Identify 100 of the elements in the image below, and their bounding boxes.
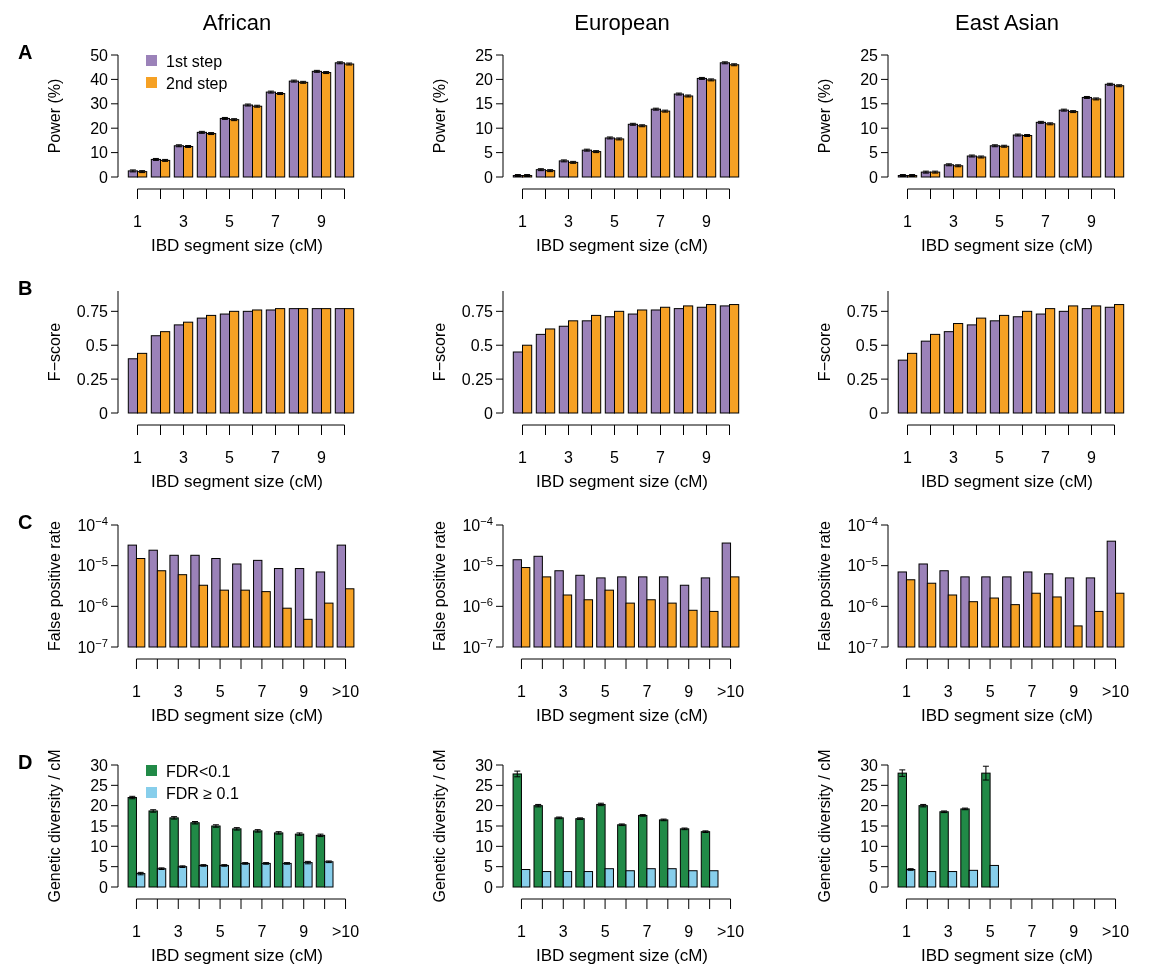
x-tick-label: 5 (985, 923, 995, 940)
x-tick-label: 5 (600, 683, 610, 700)
x-tick-label: 1 (133, 213, 143, 230)
x-tick-label: >10 (331, 683, 360, 700)
x-tick-label: 9 (1087, 213, 1097, 230)
x-tick-label: 5 (995, 449, 1005, 466)
x-tick-label: 1 (132, 923, 141, 940)
x-tick-label: 5 (225, 449, 235, 466)
y-axis-title: Power (%) (816, 78, 833, 154)
x-tick-label: 5 (225, 213, 235, 230)
x-tick-label: 9 (317, 449, 327, 466)
x-tick-label: 9 (299, 923, 309, 940)
y-tick-label: 20 (475, 797, 494, 815)
y-tick-label: 0.25 (846, 370, 879, 388)
y-tick-label: 20 (475, 71, 494, 88)
y-tick-label: 10 (860, 119, 879, 137)
y-tick-label: 0.75 (76, 302, 109, 320)
x-axis-title: IBD segment size (cM) (151, 236, 323, 255)
x-tick-label: 7 (1041, 449, 1051, 466)
y-axis-title: F−score (816, 322, 833, 382)
x-axis-title: IBD segment size (cM) (536, 946, 708, 965)
y-tick-label: 10 (860, 837, 879, 855)
y-tick-label: 30 (90, 95, 109, 113)
x-tick-label: 5 (995, 213, 1005, 230)
y-tick-label: 30 (475, 756, 494, 774)
legend-label: FDR ≥ 0.1 (166, 784, 239, 802)
y-tick-label: 5 (484, 144, 494, 162)
y-tick-label: 10$^{−5}$ (77, 555, 108, 575)
x-tick-label: 1 (518, 449, 528, 466)
x-tick-label: 1 (517, 683, 526, 700)
x-axis-title: IBD segment size (cM) (151, 946, 323, 965)
y-tick-label: 15 (475, 95, 494, 113)
y-tick-label: 0.5 (855, 336, 879, 354)
y-tick-label: 10$^{−6}$ (462, 595, 493, 615)
y-tick-label: 0.25 (461, 370, 494, 388)
y-tick-label: 0.5 (470, 336, 494, 354)
chart-title: European (574, 10, 670, 35)
y-tick-label: 0 (869, 878, 879, 896)
y-axis-title: F−score (431, 322, 448, 382)
y-tick-label: 10 (90, 837, 109, 855)
chart-title: African (202, 10, 272, 35)
y-tick-label: 10$^{−4}$ (77, 514, 108, 534)
x-tick-label: 5 (985, 683, 995, 700)
y-axis-title: False positive rate (816, 520, 833, 651)
x-tick-label: 9 (1087, 449, 1097, 466)
text: B (18, 277, 33, 299)
y-axis-title: Power (%) (431, 78, 448, 154)
x-tick-label: >10 (716, 683, 745, 700)
x-tick-label: 9 (1069, 923, 1079, 940)
y-tick-label: 10$^{−6}$ (77, 595, 108, 615)
x-axis-title: IBD segment size (cM) (921, 946, 1093, 965)
y-tick-label: 0 (869, 404, 879, 422)
y-tick-label: 10$^{−5}$ (847, 555, 878, 575)
y-tick-label: 25 (90, 776, 109, 794)
x-tick-label: 3 (943, 683, 953, 700)
x-tick-label: >10 (716, 923, 745, 940)
x-tick-label: 7 (271, 449, 281, 466)
x-tick-label: 7 (1027, 683, 1037, 700)
x-axis-title: IBD segment size (cM) (151, 472, 323, 491)
legend-label: FDR<0.1 (166, 762, 231, 780)
x-tick-label: 1 (902, 683, 911, 700)
x-tick-label: 9 (684, 923, 694, 940)
x-tick-label: 3 (173, 683, 183, 700)
x-tick-label: >10 (1101, 923, 1130, 940)
x-tick-label: 7 (257, 683, 267, 700)
x-axis-title: IBD segment size (cM) (921, 706, 1093, 725)
y-tick-label: 0 (484, 404, 494, 422)
x-tick-label: 7 (1027, 923, 1037, 940)
x-tick-label: 3 (564, 449, 574, 466)
y-tick-label: 0.75 (846, 302, 879, 320)
x-tick-label: 3 (558, 923, 568, 940)
x-tick-label: 7 (656, 449, 666, 466)
y-tick-label: 20 (860, 797, 879, 815)
y-tick-label: 5 (869, 858, 879, 876)
y-tick-label: 0 (484, 168, 494, 186)
y-tick-label: 10$^{−4}$ (462, 514, 493, 534)
y-tick-label: 10$^{−7}$ (77, 636, 108, 656)
x-tick-label: 7 (642, 923, 652, 940)
x-axis-title: IBD segment size (cM) (536, 706, 708, 725)
y-tick-label: 10 (475, 119, 494, 137)
x-tick-label: 5 (215, 683, 225, 700)
x-tick-label: 1 (133, 449, 143, 466)
x-tick-label: 5 (610, 213, 620, 230)
y-tick-label: 15 (475, 817, 494, 835)
x-tick-label: 1 (902, 923, 911, 940)
legend-label: 1st step (166, 52, 223, 70)
text: A (18, 41, 33, 63)
y-tick-label: 0 (99, 404, 109, 422)
y-tick-label: 10$^{−4}$ (847, 514, 878, 534)
y-tick-label: 50 (90, 46, 109, 64)
y-tick-label: 0.75 (461, 302, 494, 320)
text: D (18, 751, 33, 773)
y-tick-label: 20 (90, 797, 109, 815)
y-axis-title: Genetic diversity / cM (431, 749, 448, 903)
x-tick-label: 9 (299, 683, 309, 700)
x-tick-label: 3 (943, 923, 953, 940)
y-tick-label: 15 (860, 95, 879, 113)
y-axis-title: Power (%) (46, 78, 63, 154)
y-tick-label: 15 (90, 817, 109, 835)
x-axis-title: IBD segment size (cM) (921, 472, 1093, 491)
